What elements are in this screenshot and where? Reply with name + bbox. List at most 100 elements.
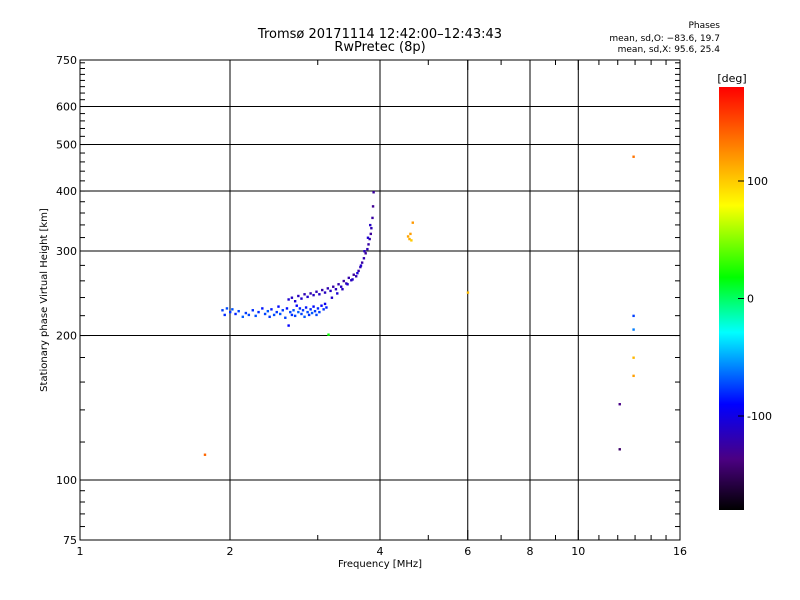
data-point (359, 265, 362, 269)
data-point (337, 283, 340, 286)
data-point (312, 293, 315, 297)
y-tick-label: 300 (56, 245, 77, 258)
data-point (330, 296, 334, 299)
data-point (266, 309, 270, 313)
colorbar-tick-label: 100 (747, 175, 768, 188)
data-point (284, 316, 287, 319)
chart-title-line2: RwPretec (8p) (334, 40, 426, 55)
data-point (306, 310, 309, 314)
data-point (251, 309, 254, 312)
data-point (350, 279, 353, 282)
data-point (272, 313, 276, 317)
data-point (315, 313, 318, 317)
grid-lines (80, 60, 680, 540)
data-point (632, 356, 635, 359)
data-point (632, 155, 635, 158)
chart-title-line1: Tromsø 20171114 12:42:00–12:43:43 (257, 27, 503, 42)
data-point (351, 278, 354, 281)
data-point (367, 243, 370, 246)
data-point (632, 328, 635, 331)
data-point (281, 309, 284, 312)
x-tick-label: 1 (77, 545, 84, 558)
y-tick-label: 75 (63, 534, 77, 547)
data-point (303, 293, 306, 296)
data-point (352, 273, 355, 276)
x-tick-label: 16 (673, 545, 687, 558)
data-point (368, 237, 371, 241)
colorbar-tick-label: -100 (747, 410, 772, 423)
data-point (223, 313, 226, 317)
data-point (318, 310, 321, 314)
data-point (203, 453, 207, 456)
data-point (309, 292, 312, 295)
data-point (300, 297, 303, 300)
data-point (347, 276, 351, 280)
data-point (293, 300, 297, 303)
data-points (203, 155, 635, 456)
data-point (362, 257, 366, 260)
data-point (298, 307, 302, 310)
data-point (316, 307, 320, 310)
data-point (354, 275, 358, 278)
data-point (466, 291, 470, 294)
data-point (307, 313, 311, 317)
colorbar-ticks: 100 0 -100 (738, 175, 772, 423)
data-point (254, 314, 257, 318)
data-point (303, 315, 306, 319)
axes: 1 2 4 6 8 10 16 75 100 200 300 400 500 600 750 (56, 54, 687, 558)
data-point (261, 307, 264, 310)
data-point (306, 295, 309, 299)
data-point (369, 223, 372, 227)
data-point (410, 239, 413, 242)
data-point (295, 304, 298, 307)
data-point (406, 235, 410, 238)
data-point (315, 290, 318, 293)
x-tick-label: 2 (227, 545, 234, 558)
data-point (363, 250, 366, 253)
data-point (318, 293, 321, 296)
data-point (287, 324, 290, 327)
data-point (370, 227, 373, 230)
data-point (342, 279, 345, 283)
data-point (313, 309, 317, 313)
data-point (345, 282, 348, 285)
data-point (371, 205, 375, 208)
phases-o-stats: mean, sd,O: −83.6, 19.7 (609, 34, 720, 44)
data-point (231, 308, 234, 311)
x-tick-label: 4 (377, 545, 384, 558)
data-point (325, 306, 328, 309)
data-point (234, 312, 237, 316)
data-point (290, 296, 294, 299)
y-tick-label: 500 (56, 139, 77, 152)
data-point (369, 232, 373, 236)
data-point (289, 310, 292, 314)
data-point (320, 304, 323, 307)
data-point (632, 314, 635, 318)
data-point (293, 314, 297, 318)
colorbar-label: [deg] (717, 72, 746, 85)
data-point (366, 236, 370, 239)
y-tick-label: 400 (56, 185, 77, 198)
data-point (329, 289, 332, 293)
data-point (359, 264, 363, 267)
data-point (247, 313, 251, 317)
data-point (321, 288, 324, 292)
x-tick-label: 6 (464, 545, 471, 558)
data-point (277, 305, 280, 308)
x-tick-label: 8 (527, 545, 534, 558)
data-point (336, 292, 339, 295)
y-axis-title: Stationary phase Virtual Height [km] (39, 208, 50, 392)
data-point (268, 315, 271, 319)
data-point (312, 305, 315, 308)
data-point (304, 306, 308, 309)
data-point (326, 287, 330, 290)
data-point (357, 269, 360, 273)
data-point (327, 333, 330, 336)
plot-frame (79, 59, 681, 541)
data-point (300, 312, 303, 316)
data-point (297, 294, 300, 298)
colorbar: [deg] 100 0 -100 (717, 72, 772, 510)
data-point (221, 309, 224, 312)
data-point (279, 312, 282, 316)
